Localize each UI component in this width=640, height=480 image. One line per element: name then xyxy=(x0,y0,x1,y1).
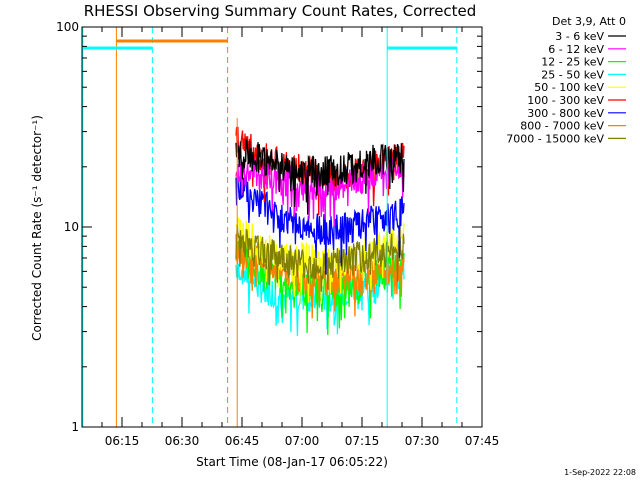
legend-entry-label: 6 - 12 keV xyxy=(548,43,604,56)
legend-entry-label: 25 - 50 keV xyxy=(541,68,604,81)
x-tick-label: 07:30 xyxy=(405,434,440,448)
legend-header: Det 3,9, Att 0 xyxy=(552,15,626,28)
legend-entry-label: 300 - 800 keV xyxy=(527,107,604,120)
legend-entry-label: 800 - 7000 keV xyxy=(520,120,604,133)
x-tick-label: 06:15 xyxy=(105,434,140,448)
footer-date: 1-Sep-2022 22:08 xyxy=(564,468,636,477)
x-axis-label: Start Time (08-Jan-17 06:05:22) xyxy=(196,455,388,469)
y-tick-label: 10 xyxy=(64,220,79,234)
legend-entry-label: 100 - 300 keV xyxy=(527,94,604,107)
x-tick-label: 06:45 xyxy=(225,434,260,448)
series-line-0 xyxy=(235,139,405,215)
legend-entry-label: 12 - 25 keV xyxy=(541,56,604,69)
y-tick-label: 1 xyxy=(71,420,79,434)
x-tick-label: 07:00 xyxy=(285,434,320,448)
legend-entry-label: 3 - 6 keV xyxy=(555,30,604,43)
legend-entry-label: 50 - 100 keV xyxy=(534,81,604,94)
data-series-layer xyxy=(235,126,405,336)
y-axis-label: Corrected Count Rate (s⁻¹ detector⁻¹) xyxy=(30,115,44,341)
y-tick-label: 100 xyxy=(56,20,79,34)
event-markers xyxy=(82,27,458,427)
legend-entry-label: 7000 - 15000 keV xyxy=(506,132,604,145)
x-tick-label: 07:45 xyxy=(465,434,500,448)
chart-title: RHESSI Observing Summary Count Rates, Co… xyxy=(84,2,477,20)
axes: 1 10 100 06:15 06:30 06:45 07:00 07:15 07:30 07:4… xyxy=(56,20,499,448)
series-line-8 xyxy=(235,224,405,292)
x-tick-label: 07:15 xyxy=(345,434,380,448)
x-tick-label: 06:30 xyxy=(165,434,200,448)
